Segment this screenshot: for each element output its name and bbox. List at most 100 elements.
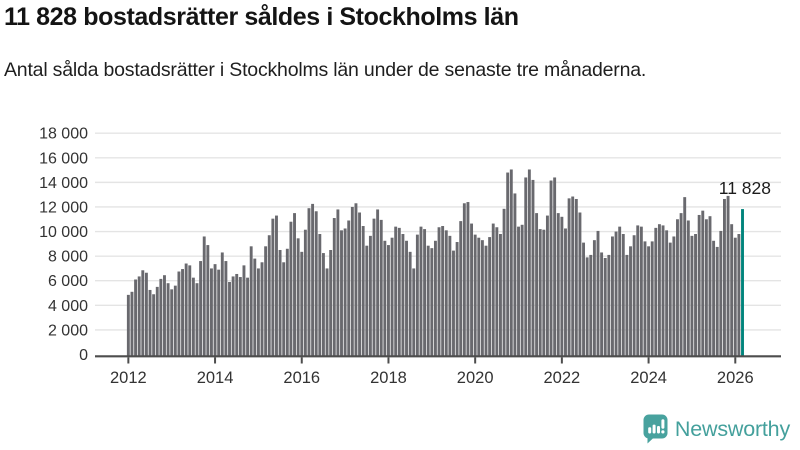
bar — [733, 237, 737, 356]
bar — [246, 277, 250, 356]
bar — [531, 179, 535, 356]
y-axis-label: 10 000 — [39, 224, 88, 241]
bar — [686, 220, 690, 356]
bar — [499, 234, 502, 356]
bar — [466, 202, 470, 356]
bar — [697, 214, 701, 356]
bar — [289, 221, 293, 356]
bar — [520, 224, 524, 356]
bar — [444, 230, 448, 356]
bar — [253, 258, 257, 356]
bar — [144, 272, 148, 356]
bar — [639, 226, 643, 356]
bar — [405, 240, 408, 356]
bar — [296, 238, 300, 356]
bar — [419, 226, 423, 356]
bar — [188, 265, 192, 356]
bar — [719, 230, 723, 356]
bar — [264, 246, 268, 356]
bar — [600, 252, 604, 356]
bar — [553, 177, 557, 356]
y-axis-label: 6 000 — [48, 273, 88, 290]
bar — [321, 253, 325, 356]
bar — [701, 210, 705, 356]
bar — [672, 236, 676, 356]
bar — [260, 262, 264, 356]
bar — [676, 219, 679, 356]
x-axis-label: 2014 — [197, 369, 234, 387]
bar — [397, 227, 401, 356]
bar — [256, 268, 260, 356]
bar — [220, 252, 224, 356]
x-axis-label: 2024 — [630, 369, 667, 387]
bar — [383, 240, 387, 356]
latest-value-annotation: 11 828 — [719, 178, 771, 198]
bar — [184, 263, 188, 356]
bar — [155, 286, 159, 356]
bar — [737, 234, 741, 356]
bar — [657, 224, 661, 356]
bar — [455, 242, 459, 356]
bar — [343, 228, 347, 356]
bar — [647, 246, 651, 356]
bar — [148, 289, 152, 356]
y-axis-label: 4 000 — [48, 298, 88, 315]
bar — [538, 229, 542, 356]
bar — [625, 254, 629, 356]
y-axis-label: 16 000 — [39, 150, 88, 167]
bar — [712, 240, 716, 356]
bar — [459, 221, 463, 356]
bar — [567, 198, 571, 356]
bar — [390, 237, 394, 356]
bar — [596, 230, 600, 356]
bar — [574, 198, 578, 356]
bar — [506, 172, 510, 356]
bar — [394, 226, 398, 356]
bar — [661, 225, 665, 356]
bar — [491, 223, 495, 356]
bar — [238, 277, 242, 356]
bar — [665, 230, 669, 356]
bar — [408, 251, 412, 356]
bar — [401, 234, 405, 356]
bar — [368, 235, 372, 356]
bar-chart: 2012 2014 2016 2018 2020 2022 2024 2026 0 2 000 4 … — [39, 126, 781, 387]
bar — [723, 198, 726, 356]
bar — [636, 225, 640, 356]
bar — [311, 203, 315, 356]
x-axis-label: 2026 — [717, 369, 754, 387]
bar — [470, 223, 474, 356]
bar — [278, 250, 282, 356]
bar — [163, 275, 166, 356]
bar — [564, 228, 567, 356]
bar — [126, 294, 130, 356]
y-axis-label: 8 000 — [48, 249, 88, 266]
bar — [473, 234, 477, 356]
bar — [293, 213, 296, 356]
x-axis-label: 2016 — [283, 369, 320, 387]
bar — [495, 227, 499, 356]
bar — [585, 257, 589, 356]
bar — [527, 169, 531, 356]
bar — [173, 285, 177, 356]
bar — [224, 261, 228, 356]
bar — [726, 195, 730, 356]
bar — [166, 283, 170, 356]
bar — [694, 234, 697, 356]
x-axis-label: 2020 — [457, 369, 494, 387]
bar — [340, 230, 343, 356]
bar — [318, 234, 322, 356]
y-axis-label: 2 000 — [48, 322, 88, 339]
bar — [452, 250, 455, 356]
y-axis-label: 0 — [79, 347, 88, 364]
chart-title: 11 828 bostadsrätter såldes i Stockholms… — [4, 3, 519, 31]
bar — [632, 235, 636, 356]
bar — [137, 276, 141, 356]
bar — [303, 229, 307, 356]
bar — [195, 283, 199, 356]
bar — [621, 234, 625, 356]
bar — [199, 261, 203, 356]
bar — [462, 203, 466, 356]
bar — [582, 242, 585, 356]
